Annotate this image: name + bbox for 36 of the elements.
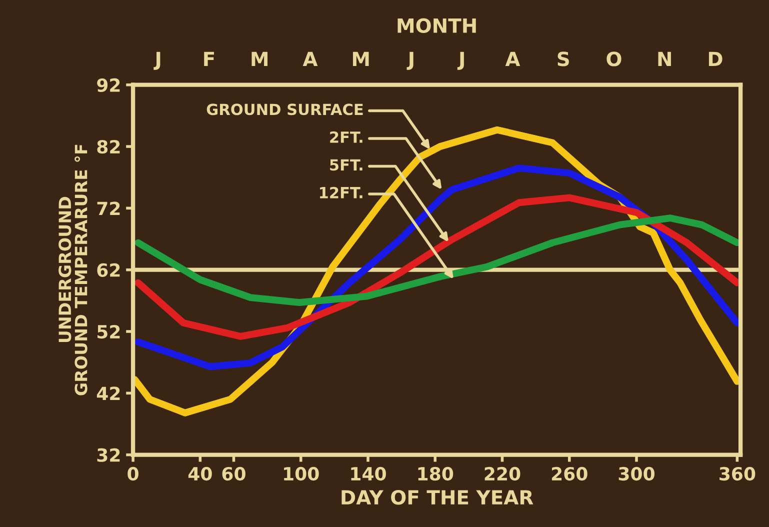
- text: M: [352, 52, 369, 66]
- annotation: 12FT.: [320, 186, 362, 198]
- x-tick-label: 100: [284, 466, 319, 481]
- x-tick-label: 300: [618, 466, 654, 481]
- x-tick-label: 40: [188, 466, 212, 481]
- annotation: 5FT.: [330, 159, 362, 171]
- text: M: [252, 52, 268, 66]
- y-tick-label: 62: [97, 263, 120, 277]
- annotation: GROUND SURFACE: [206, 104, 363, 116]
- x-axis-title: DAY OF THE YEAR: [342, 490, 534, 505]
- text: A: [505, 52, 520, 66]
- text: O: [606, 52, 622, 66]
- text: D: [708, 52, 722, 66]
- text: N: [658, 52, 671, 66]
- text: A: [302, 52, 318, 66]
- y-tick-label: 42: [96, 386, 120, 400]
- x-tick-label: 140: [351, 466, 386, 481]
- x-tick-label: 180: [418, 466, 454, 481]
- x-tick-label: 220: [484, 466, 520, 481]
- annotation: 2FT.: [330, 131, 362, 143]
- x-tick-label: 360: [720, 466, 756, 481]
- x-tick-label: 60: [222, 466, 246, 481]
- text: J: [154, 52, 160, 70]
- x-tick-label: 260: [552, 466, 588, 481]
- text: J: [457, 52, 464, 70]
- text: F: [204, 52, 214, 66]
- y-axis-title: UNDERGROUND GROUND TEMPERARURE °F: [58, 144, 88, 396]
- x-tick-label: 0: [128, 466, 138, 481]
- y-tick-label: 52: [98, 324, 120, 339]
- y-tick-label: 32: [97, 448, 120, 462]
- y-tick-label: 92: [97, 78, 120, 92]
- x2-axis-title: MONTH: [398, 18, 476, 33]
- y-tick-label: 82: [97, 140, 120, 154]
- text: S: [558, 52, 569, 66]
- text: J: [406, 52, 414, 70]
- y-tick-label: 72: [97, 202, 120, 216]
